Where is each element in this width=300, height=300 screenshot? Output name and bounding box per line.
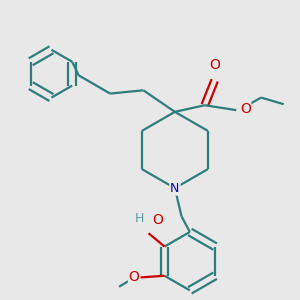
Text: N: N (170, 182, 180, 195)
Text: O: O (240, 101, 251, 116)
Text: O: O (209, 58, 220, 72)
Text: H: H (134, 212, 144, 225)
Text: O: O (128, 270, 139, 284)
Text: O: O (152, 213, 163, 227)
